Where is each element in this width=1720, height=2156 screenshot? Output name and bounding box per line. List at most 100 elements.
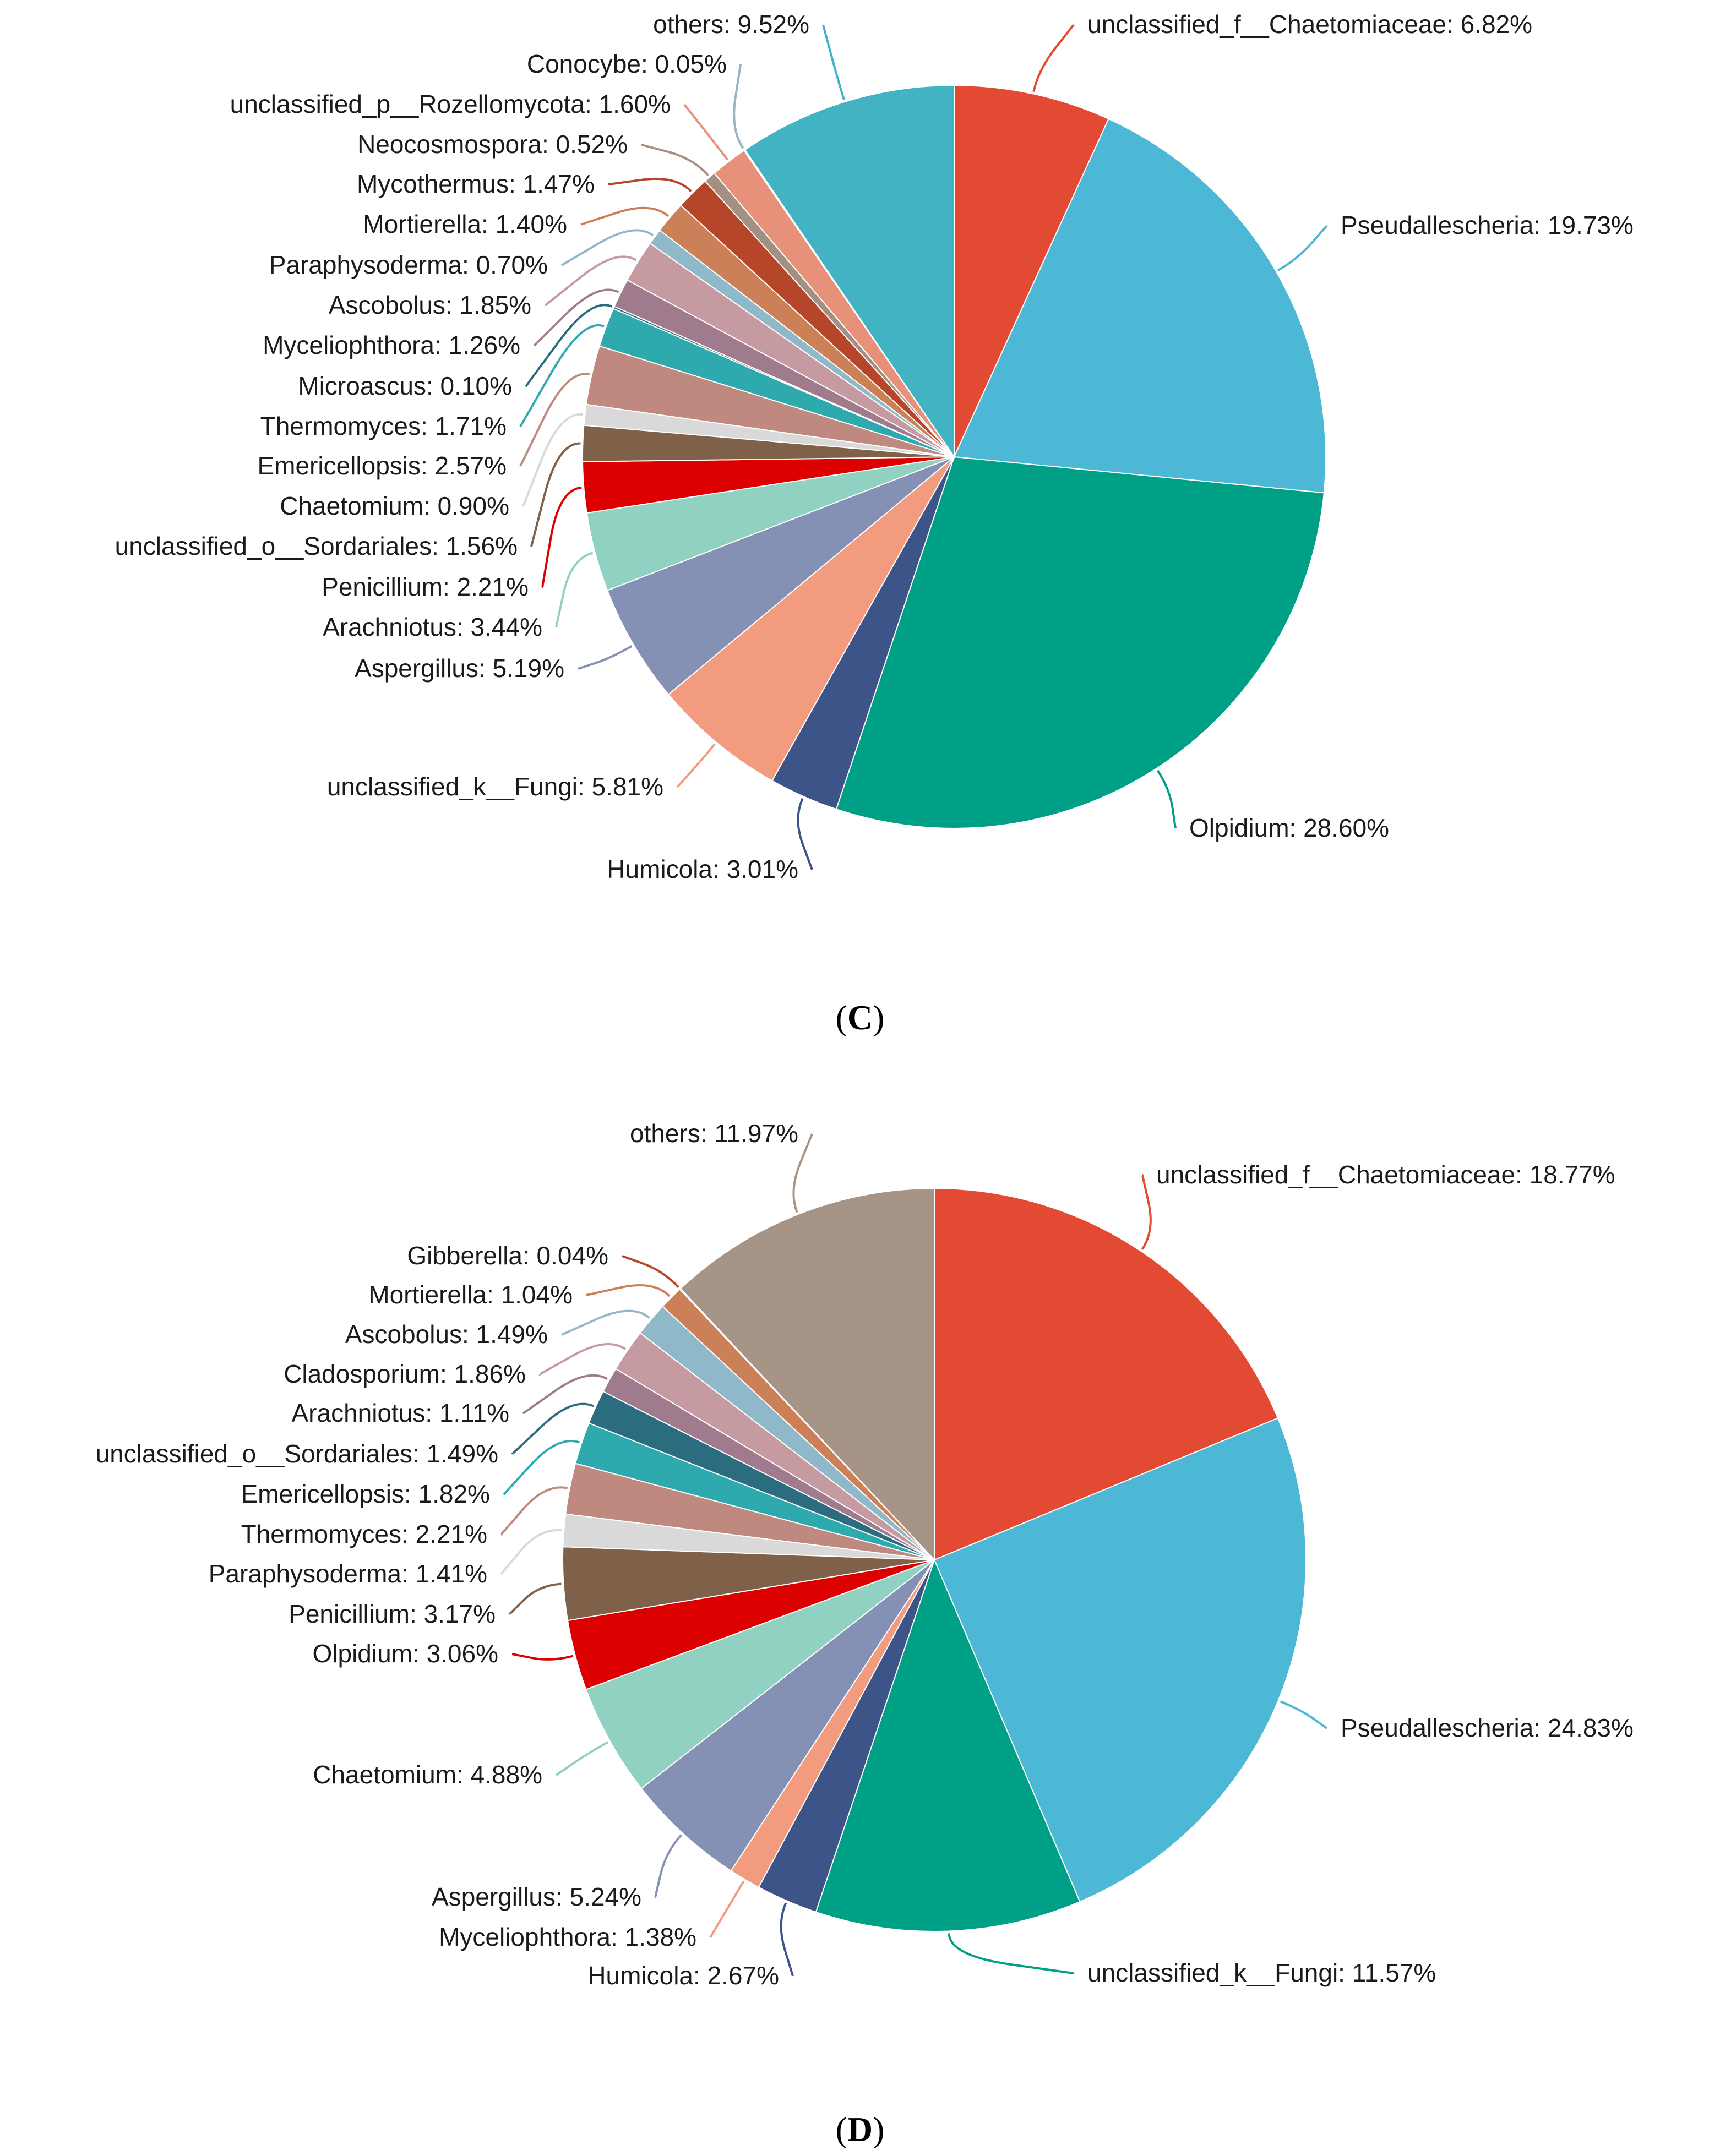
label-pseudallescheria: Pseudallescheria: 19.73% [1341, 211, 1634, 239]
slice-olpidium[interactable] [835, 456, 1325, 829]
slice-others[interactable] [679, 1187, 935, 1562]
label-unclassified-o-sordariales: unclassified_o__Sordariales: 1.56% [115, 532, 518, 560]
leader-unclassified-o-sordariales [530, 442, 581, 547]
leader-ascobolus [560, 1309, 650, 1336]
slices [562, 1187, 1307, 1932]
slice-aspergillus[interactable] [640, 1559, 935, 1872]
leader-ascobolus [544, 255, 637, 307]
caption-c: (C) [836, 998, 885, 1037]
label-others: others: 11.97% [630, 1119, 798, 1148]
label-chaetomium: Chaetomium: 4.88% [313, 1760, 542, 1789]
pie-chart-d: unclassified_f__Chaetomiaceae: 18.77% Pse… [96, 1119, 1634, 1990]
leader-unclassified-p-rozellomycota [683, 103, 728, 161]
label-paraphysoderma: Paraphysoderma: 0.70% [269, 250, 548, 279]
leader-unclassified-k-fungi [948, 1933, 1074, 1974]
label-olpidium: Olpidium: 3.06% [313, 1639, 499, 1668]
slices [582, 84, 1326, 829]
leader-gibberella [622, 1255, 679, 1289]
slice-chaetomium[interactable] [585, 1559, 935, 1789]
label-olpidium: Olpidium: 28.60% [1189, 814, 1389, 842]
leader-conocybe [733, 64, 744, 149]
label-conocybe: Conocybe: 0.05% [527, 50, 727, 78]
leader-penicillium [541, 486, 582, 588]
slice-aspergillus[interactable] [606, 456, 955, 696]
label-arachniotus: Arachniotus: 3.44% [323, 613, 542, 641]
label-humicola: Humicola: 3.01% [607, 855, 798, 883]
label-unclassified-f-chaetomiaceae: unclassified_f__Chaetomiaceae: 6.82% [1087, 10, 1532, 39]
leader-unclassified-f-chaetomiaceae [1141, 1174, 1152, 1250]
leader-thermomyces [500, 1486, 568, 1536]
label-humicola: Humicola: 2.67% [587, 1961, 779, 1990]
label-ascobolus: Ascobolus: 1.85% [329, 291, 531, 319]
label-aspergillus: Aspergillus: 5.19% [355, 654, 564, 683]
leader-others [822, 24, 845, 100]
leader-pseudallescheria [1280, 1700, 1328, 1729]
leader-unclassified-k-fungi [676, 743, 716, 788]
label-pseudallescheria: Pseudallescheria: 24.83% [1341, 1713, 1634, 1742]
slice-unclassified-f-chaetomiaceae[interactable] [954, 84, 1109, 457]
label-penicillium: Penicillium: 3.17% [289, 1600, 496, 1628]
slice-pseudallescheria[interactable] [933, 1417, 1307, 1903]
label-unclassified-f-chaetomiaceae: unclassified_f__Chaetomiaceae: 18.77% [1156, 1160, 1615, 1189]
slice-labels: unclassified_f__Chaetomiaceae: 18.77% Pse… [96, 1119, 1634, 1990]
leader-olpidium [1156, 769, 1177, 829]
label-cladosporium: Cladosporium: 1.86% [284, 1360, 526, 1388]
leader-unclassified-f-chaetomiaceae [1032, 24, 1075, 92]
label-chaetomium: Chaetomium: 0.90% [280, 492, 509, 520]
label-unclassified-k-fungi: unclassified_k__Fungi: 11.57% [1087, 1958, 1436, 1987]
leader-arachniotus [522, 1374, 608, 1415]
label-emericellopsis: Emericellopsis: 1.82% [241, 1480, 490, 1508]
slice-labels: unclassified_f__Chaetomiaceae: 6.82% Pseu… [115, 10, 1634, 883]
leader-paraphysoderma [560, 229, 654, 266]
label-unclassified-o-sordariales: unclassified_o__Sordariales: 1.49% [96, 1439, 498, 1468]
label-mortierella: Mortierella: 1.04% [368, 1280, 573, 1309]
label-thermomyces: Thermomyces: 1.71% [260, 412, 507, 440]
leader-emericellopsis [503, 1439, 580, 1495]
leader-pseudallescheria [1277, 225, 1328, 271]
label-myceliophthora: Myceliophthora: 1.38% [439, 1923, 696, 1951]
leader-lines [519, 24, 1328, 870]
label-unclassified-p-rozellomycota: unclassified_p__Rozellomycota: 1.60% [230, 90, 671, 118]
leader-emericellopsis [519, 373, 590, 467]
slice-others[interactable] [744, 84, 955, 459]
slice-unclassified-f-chaetomiaceae[interactable] [934, 1187, 1279, 1561]
slice-pseudallescheria[interactable] [953, 118, 1326, 494]
leader-paraphysoderma [500, 1529, 562, 1575]
leader-mortierella [586, 1284, 671, 1297]
leader-cladosporium [538, 1343, 627, 1376]
leader-unclassified-o-sordariales [511, 1402, 594, 1455]
leader-aspergillus [578, 645, 633, 670]
slice-unclassified-k-fungi[interactable] [667, 456, 955, 782]
leader-myceliophthora [533, 288, 619, 347]
leader-mortierella [580, 206, 670, 226]
leader-myceliophthora [709, 1880, 745, 1939]
label-paraphysoderma: Paraphysoderma: 1.41% [209, 1559, 487, 1588]
caption-d: (D) [836, 2110, 885, 2149]
label-penicillium: Penicillium: 2.21% [322, 572, 529, 601]
slice-unclassified-k-fungi[interactable] [815, 1558, 1081, 1932]
leader-chaetomium [522, 413, 583, 507]
label-aspergillus: Aspergillus: 5.24% [432, 1882, 641, 1911]
leader-thermomyces [519, 324, 605, 427]
label-microascus: Microascus: 0.10% [298, 372, 512, 400]
label-others: others: 9.52% [653, 10, 809, 39]
label-emericellopsis: Emericellopsis: 2.57% [257, 451, 507, 480]
label-thermomyces: Thermomyces: 2.21% [241, 1520, 487, 1548]
label-myceliophthora: Myceliophthora: 1.26% [263, 331, 520, 359]
leader-chaetomium [555, 1741, 609, 1776]
leader-aspergillus [654, 1834, 682, 1898]
label-ascobolus: Ascobolus: 1.49% [345, 1320, 548, 1349]
leader-mycothermus [608, 177, 692, 192]
label-mycothermus: Mycothermus: 1.47% [357, 170, 595, 198]
leader-humicola [797, 798, 813, 870]
leader-arachniotus [555, 552, 594, 628]
leader-lines [500, 1133, 1328, 1977]
leader-others [792, 1133, 813, 1213]
label-gibberella: Gibberella: 0.04% [407, 1241, 608, 1270]
pie-chart-c: unclassified_f__Chaetomiaceae: 6.82% Pseu… [115, 10, 1634, 883]
label-neocosmospora: Neocosmospora: 0.52% [357, 130, 628, 159]
leader-neocosmospora [641, 144, 709, 176]
label-arachniotus: Arachniotus: 1.11% [292, 1399, 510, 1427]
leader-microascus [525, 304, 613, 387]
